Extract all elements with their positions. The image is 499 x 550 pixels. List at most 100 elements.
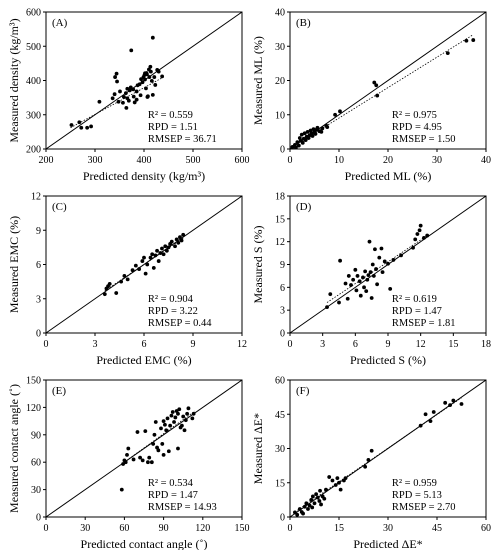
panel-label: (F)	[296, 385, 310, 397]
data-point	[113, 75, 117, 79]
x-tick-label: 30	[80, 523, 90, 534]
panel-b: 0 10 20 30 40 0 10 20 30 40 Predicted ML (%) Measur…	[251, 8, 491, 184]
data-point	[134, 97, 139, 102]
x-tick-label: 9	[386, 339, 391, 350]
data-point	[150, 252, 155, 257]
data-point	[168, 423, 173, 428]
data-point	[155, 248, 159, 253]
data-point	[156, 259, 161, 263]
data-point	[411, 245, 415, 250]
data-point	[382, 259, 387, 264]
data-point	[367, 239, 372, 244]
data-point	[149, 78, 154, 83]
stat-line: RMSEP = 14.93	[148, 502, 217, 513]
regression-line	[292, 34, 474, 148]
panel-a: 200 300 400 500 600 200 300 400 500 600 Predicted …	[7, 8, 250, 184]
data-point	[418, 423, 423, 428]
data-point	[445, 51, 450, 55]
y-tick-label: 0	[36, 329, 41, 340]
data-point	[150, 35, 155, 40]
x-tick-label: 300	[88, 155, 103, 166]
data-point	[69, 123, 74, 127]
data-point	[140, 80, 145, 85]
data-point	[125, 277, 130, 282]
stat-line: RPD = 4.95	[392, 122, 442, 133]
x-tick-label: 0	[288, 523, 293, 534]
data-point	[143, 271, 148, 276]
data-point	[176, 411, 180, 416]
data-point	[343, 281, 348, 286]
x-tick-label: 0	[44, 339, 49, 350]
y-tick-label: 9	[36, 226, 41, 237]
data-point	[386, 261, 390, 266]
data-point	[173, 244, 177, 249]
data-point	[319, 502, 323, 507]
stat-line: R² = 0.959	[392, 478, 437, 489]
y-tick-label: 15	[275, 478, 285, 489]
data-point	[319, 129, 324, 134]
data-point	[151, 442, 156, 446]
data-point	[118, 89, 122, 94]
y-tick-label: 9	[280, 260, 285, 271]
data-point	[97, 99, 102, 104]
panel-label: (D)	[296, 201, 312, 213]
y-tick-label: 90	[31, 430, 41, 441]
panel-label: (E)	[52, 385, 66, 397]
data-point	[126, 98, 131, 103]
data-point	[338, 487, 343, 492]
data-point	[443, 400, 448, 405]
stat-line: RMSEP = 2.70	[392, 502, 456, 513]
data-point	[295, 512, 300, 517]
panel-d: 0 3 6 9 12 15 18 0 3 6 9 12 15 18 Predicted S (%) Measu…	[251, 192, 491, 368]
data-point	[140, 259, 145, 263]
y-tick-label: 400	[26, 76, 41, 87]
data-point	[425, 233, 430, 238]
data-point	[320, 126, 325, 131]
identity-line	[289, 379, 487, 518]
y-tick-label: 18	[275, 192, 285, 203]
data-point	[147, 75, 152, 79]
data-point	[369, 296, 374, 300]
data-point	[422, 235, 426, 240]
data-point	[149, 460, 154, 465]
data-point	[146, 94, 150, 99]
stat-line: RPD = 1.47	[148, 490, 198, 501]
y-axis-title: Measured S (%)	[251, 226, 265, 304]
data-point	[297, 507, 302, 511]
data-point	[160, 74, 165, 79]
stat-line: R² = 0.619	[392, 294, 437, 305]
data-point	[164, 428, 169, 433]
regression-line	[294, 397, 462, 513]
data-point	[119, 279, 124, 284]
data-point	[191, 411, 196, 416]
data-point	[362, 285, 366, 290]
data-point	[431, 410, 436, 414]
data-point	[173, 415, 178, 420]
data-point	[399, 253, 403, 258]
y-tick-label: 12	[275, 237, 285, 248]
data-point	[330, 478, 335, 483]
data-point	[295, 140, 300, 145]
data-point	[122, 95, 126, 99]
data-point	[415, 232, 420, 236]
y-tick-label: 3	[36, 294, 41, 305]
data-point	[324, 487, 328, 492]
data-point	[302, 131, 307, 136]
data-point	[186, 406, 191, 411]
y-tick-label: 600	[26, 8, 41, 19]
stat-line: R² = 0.904	[148, 294, 194, 305]
stat-line: R² = 0.975	[392, 110, 437, 121]
data-point	[388, 286, 393, 291]
x-tick-label: 6	[353, 339, 358, 350]
y-tick-label: 200	[26, 145, 41, 156]
data-point	[325, 125, 330, 129]
data-point	[428, 419, 433, 423]
stat-line: RMSEP = 1.81	[392, 318, 456, 329]
panel-e: 0 30 60 90 120 150 0 30 60 90 120 150 Predicted cont…	[7, 376, 250, 550]
x-tick-label: 12	[416, 339, 426, 350]
data-point	[130, 268, 135, 273]
data-point	[176, 446, 180, 451]
data-point	[102, 292, 107, 297]
data-point	[303, 138, 308, 142]
data-point	[116, 99, 121, 104]
